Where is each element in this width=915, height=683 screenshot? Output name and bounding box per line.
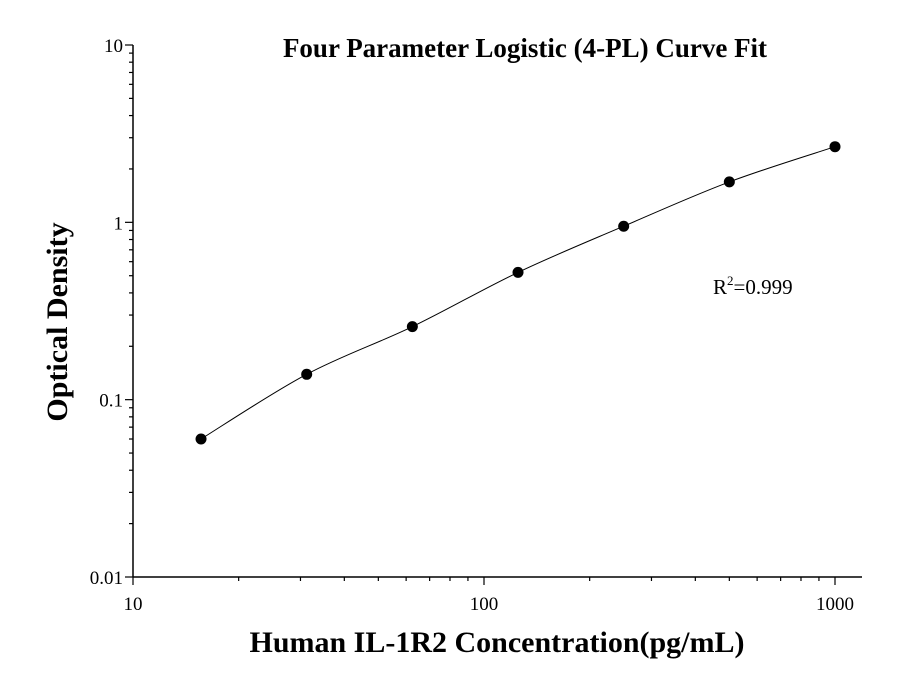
x-tick-label: 100 bbox=[470, 594, 499, 615]
data-point bbox=[618, 220, 630, 232]
r-squared-prefix: R bbox=[713, 275, 727, 299]
data-point bbox=[829, 141, 841, 153]
chart-title: Four Parameter Logistic (4-PL) Curve Fit bbox=[283, 33, 767, 63]
data-point bbox=[195, 433, 207, 445]
data-point bbox=[723, 176, 735, 188]
data-point bbox=[406, 321, 418, 333]
r-squared-annotation: R2=0.999 bbox=[713, 273, 793, 299]
x-tick-label: 1000 bbox=[816, 594, 854, 615]
data-point bbox=[301, 368, 313, 380]
r-squared-value: =0.999 bbox=[734, 275, 793, 299]
data-points bbox=[195, 141, 841, 445]
y-axis-label: Optical Density bbox=[41, 222, 74, 421]
axes bbox=[132, 45, 862, 578]
data-point bbox=[512, 266, 524, 278]
y-tick-label: 0.01 bbox=[90, 568, 123, 589]
y-tick-label: 1 bbox=[114, 213, 124, 234]
y-tick-label: 10 bbox=[104, 36, 123, 57]
y-tick-label: 0.1 bbox=[99, 391, 123, 412]
x-axis-label: Human IL-1R2 Concentration(pg/mL) bbox=[249, 626, 744, 659]
r-squared-superscript: 2 bbox=[727, 273, 734, 288]
x-tick-label: 10 bbox=[124, 594, 143, 615]
tick-labels: 10 100 1000 0.01 0.1 1 10 bbox=[90, 36, 854, 615]
ticks bbox=[125, 44, 836, 585]
